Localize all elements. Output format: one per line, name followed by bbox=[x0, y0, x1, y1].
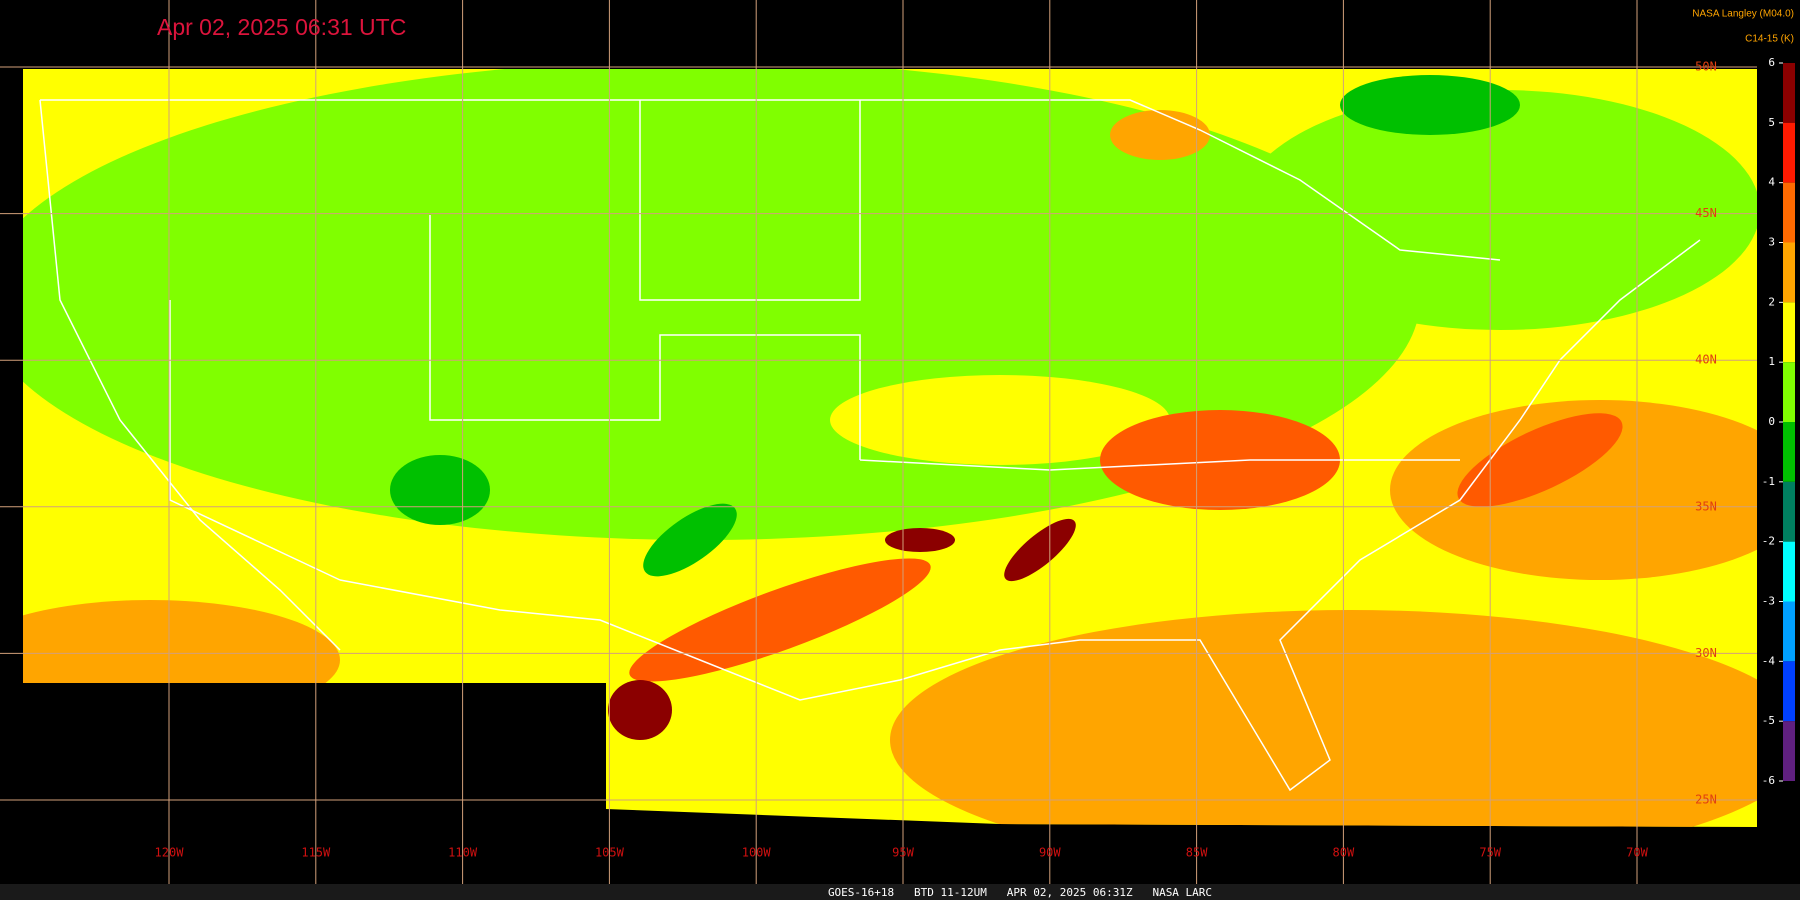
colorbar-segment bbox=[1783, 122, 1795, 183]
colorbar-tick-label: 1 bbox=[1768, 355, 1775, 368]
longitude-label: 105W bbox=[595, 846, 625, 860]
longitude-label: 95W bbox=[892, 846, 914, 860]
longitude-label: 70W bbox=[1626, 846, 1648, 860]
colorbar-tick-label: -2 bbox=[1762, 535, 1775, 548]
graticule: 120W 115W 110W 105W 100W 95W 90W 85W 80W 75W 70W 50… bbox=[0, 0, 1757, 884]
colorbar-segment bbox=[1783, 422, 1795, 482]
latitude-label: 25N bbox=[1695, 793, 1717, 807]
colorbar-tick-label: 3 bbox=[1768, 236, 1775, 249]
colorbar-tick-label: -4 bbox=[1762, 654, 1776, 667]
colorbar-segment bbox=[1783, 63, 1795, 123]
colorbar-segment bbox=[1783, 661, 1795, 722]
title: Apr 02, 2025 06:31 UTC bbox=[157, 14, 406, 40]
colorbar-tick-label: -6 bbox=[1762, 774, 1775, 787]
colorbar-segment bbox=[1783, 541, 1795, 602]
colorbar-segment bbox=[1783, 362, 1795, 422]
colorbar-segment bbox=[1783, 242, 1795, 303]
colorbar-segment bbox=[1783, 182, 1795, 243]
latitude-label: 35N bbox=[1695, 499, 1717, 513]
colorbar-segment bbox=[1783, 302, 1795, 363]
product: C14-15 (K) bbox=[1745, 34, 1794, 45]
longitude-label: 120W bbox=[155, 846, 185, 860]
colorbar-segment bbox=[1783, 721, 1795, 781]
longitude-label: 75W bbox=[1479, 846, 1501, 860]
colorbar-tick-label: 6 bbox=[1768, 56, 1775, 69]
longitude-label: 85W bbox=[1186, 846, 1208, 860]
colorbar-tick-label: 5 bbox=[1768, 116, 1775, 129]
longitude-label: 115W bbox=[301, 846, 331, 860]
colorbar-segment bbox=[1783, 481, 1795, 542]
credit: NASA Langley (M04.0) bbox=[1692, 9, 1794, 20]
colorbar-tick-label: 4 bbox=[1768, 176, 1775, 189]
longitude-label: 80W bbox=[1333, 846, 1355, 860]
colorbar-tick-label: -1 bbox=[1762, 475, 1775, 488]
latitude-label: 30N bbox=[1695, 646, 1717, 660]
colorbar-tick-label: -5 bbox=[1762, 714, 1775, 727]
colorbar-tick-label: 0 bbox=[1768, 415, 1775, 428]
latitude-label: 40N bbox=[1695, 353, 1717, 367]
latitude-label: 45N bbox=[1695, 206, 1717, 220]
colorbar-tick-label: -3 bbox=[1762, 595, 1775, 608]
footer: GOES-16+18 BTD 11-12UM APR 02, 2025 06:3… bbox=[828, 886, 1212, 899]
longitude-label: 110W bbox=[448, 846, 478, 860]
footer-bar bbox=[0, 884, 1800, 900]
colorbar: 6 5 4 3 2 1 0 -1 -2 -3 -4 -5 -6 bbox=[1759, 56, 1800, 787]
longitude-label: 100W bbox=[742, 846, 772, 860]
colorbar-segment bbox=[1783, 601, 1795, 662]
colorbar-tick-label: 2 bbox=[1768, 295, 1775, 308]
longitude-label: 90W bbox=[1039, 846, 1061, 860]
latitude-label: 50N bbox=[1695, 60, 1717, 74]
